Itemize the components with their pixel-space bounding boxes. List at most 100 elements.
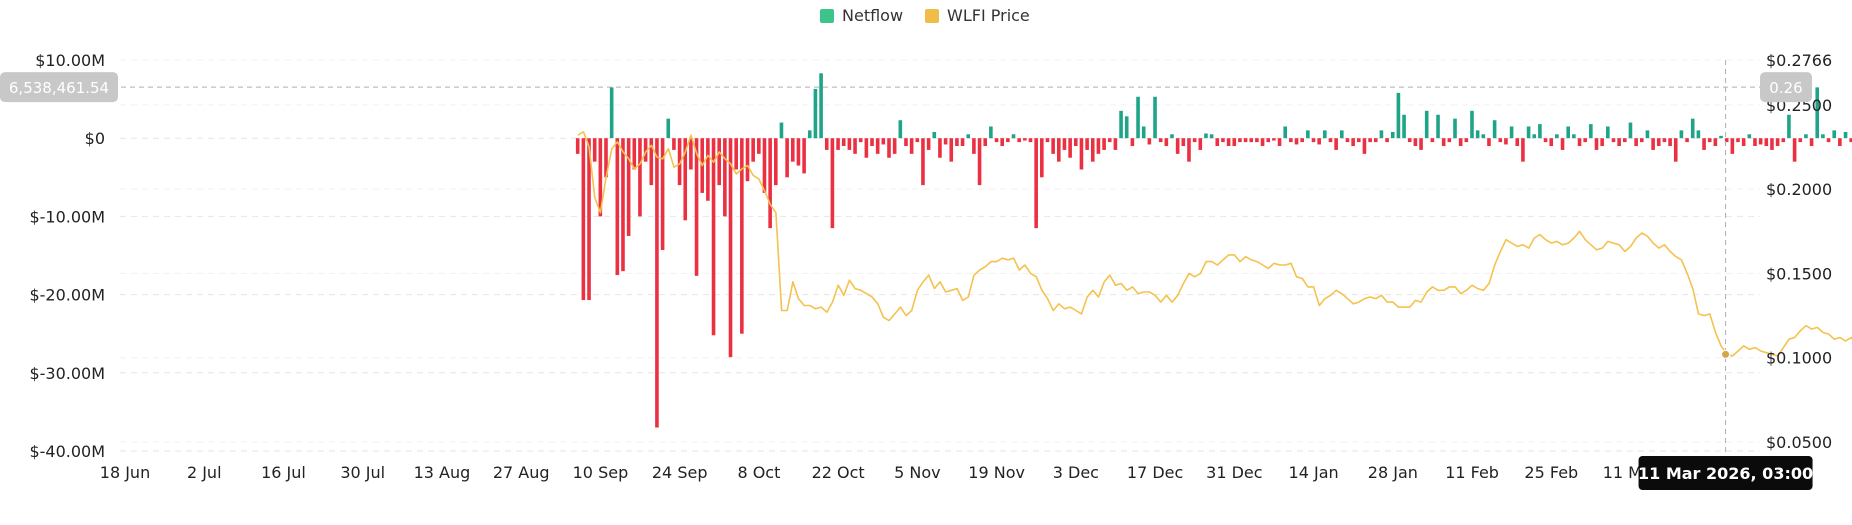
netflow-bar bbox=[1073, 138, 1078, 147]
netflow-bar bbox=[1181, 138, 1186, 147]
netflow-bar bbox=[1136, 96, 1140, 139]
crosshair: 6,538,461.54 0.26 11 Mar 2026, 03:00 bbox=[0, 60, 1813, 490]
netflow-bar bbox=[751, 138, 755, 162]
netflow-bar bbox=[1102, 138, 1106, 150]
netflow-bar bbox=[1040, 138, 1044, 178]
netflow-bar bbox=[1781, 138, 1786, 143]
netflow-bar bbox=[960, 138, 965, 147]
x-tick-label: 11 Feb bbox=[1445, 463, 1499, 482]
y-right-tick-label: $0.2766 bbox=[1766, 51, 1832, 70]
netflow-bar bbox=[604, 138, 608, 178]
y-left-tick-label: $-20.00M bbox=[29, 286, 105, 305]
netflow-bar bbox=[966, 134, 971, 139]
x-tick-label: 30 Jul bbox=[340, 463, 385, 482]
netflow-bar bbox=[1294, 138, 1299, 145]
netflow-bar bbox=[1385, 138, 1389, 143]
netflow-bar bbox=[1679, 130, 1684, 139]
netflow-bar bbox=[1272, 138, 1276, 141]
netflow-bar bbox=[649, 138, 654, 186]
netflow-bar bbox=[1589, 124, 1593, 139]
netflow-bar bbox=[858, 138, 863, 143]
crosshair-point bbox=[1721, 349, 1731, 359]
netflow-bar bbox=[1809, 138, 1814, 147]
y-left-tick-label: $0 bbox=[85, 129, 105, 148]
price-line-layer bbox=[577, 131, 1852, 357]
y-right-tick-label: $0.1500 bbox=[1766, 264, 1832, 283]
netflow-bar bbox=[1187, 138, 1191, 162]
netflow-bar bbox=[581, 138, 586, 301]
netflow-bar bbox=[1034, 138, 1038, 229]
crosshair-right-value: 0.26 bbox=[1769, 79, 1802, 97]
netflow-bar bbox=[1560, 138, 1565, 150]
netflow-bar bbox=[1792, 138, 1797, 162]
netflow-bar bbox=[1226, 138, 1231, 147]
netflow-bar bbox=[1373, 138, 1378, 143]
netflow-bar bbox=[1221, 138, 1225, 143]
netflow-bar bbox=[575, 138, 580, 154]
x-tick-label: 25 Feb bbox=[1524, 463, 1578, 482]
netflow-bar bbox=[1538, 124, 1542, 139]
netflow-bar bbox=[785, 138, 789, 178]
crosshair-left-value: 6,538,461.54 bbox=[9, 79, 109, 97]
axes: $10.00M $0 $-10.00M $-20.00M $-30.00M $-40.00… bbox=[29, 51, 1832, 482]
netflow-bar bbox=[1656, 138, 1661, 147]
x-tick-label: 13 Aug bbox=[414, 463, 471, 482]
netflow-bar bbox=[1198, 138, 1203, 150]
netflow-bar bbox=[598, 138, 603, 217]
netflow-bar bbox=[1645, 130, 1650, 139]
netflow-bar bbox=[1719, 135, 1723, 139]
netflow-bar bbox=[1328, 138, 1333, 143]
netflow-bar bbox=[972, 138, 976, 154]
netflow-bar bbox=[621, 138, 625, 272]
netflow-bar bbox=[1521, 138, 1525, 162]
netflow-bar bbox=[1583, 138, 1587, 143]
netflow-bar bbox=[921, 138, 925, 186]
netflow-bar bbox=[1419, 138, 1423, 150]
netflow-bar bbox=[1702, 138, 1706, 150]
netflow-bars bbox=[575, 73, 1852, 428]
netflow-bar bbox=[1628, 122, 1633, 139]
x-tick-label: 22 Oct bbox=[812, 463, 865, 482]
netflow-bar bbox=[1475, 130, 1480, 139]
netflow-bar bbox=[932, 131, 937, 139]
netflow-bar bbox=[841, 138, 846, 147]
y-left-tick-label: $-40.00M bbox=[29, 442, 105, 461]
netflow-bar bbox=[1639, 138, 1644, 143]
netflow-bar bbox=[813, 88, 818, 139]
netflow-bar bbox=[1215, 138, 1220, 147]
netflow-bar bbox=[1006, 138, 1010, 143]
netflow-bar bbox=[762, 138, 767, 193]
netflow-bar bbox=[892, 138, 897, 154]
netflow-bar bbox=[819, 73, 823, 139]
netflow-bar bbox=[955, 138, 959, 147]
netflow-bar bbox=[717, 138, 721, 186]
netflow-bar bbox=[1379, 130, 1384, 139]
legend-swatch bbox=[820, 9, 834, 23]
netflow-bar bbox=[1141, 126, 1146, 139]
x-tick-label: 3 Dec bbox=[1053, 463, 1099, 482]
netflow-bar bbox=[694, 138, 699, 276]
netflow-bar bbox=[1815, 87, 1820, 139]
netflow-bar bbox=[1481, 134, 1486, 139]
netflow-bar bbox=[1770, 138, 1774, 150]
netflow-bar bbox=[587, 138, 591, 301]
netflow-bar bbox=[915, 138, 920, 143]
netflow-bar bbox=[1277, 138, 1282, 147]
netflow-bar bbox=[626, 138, 631, 236]
netflow-bar bbox=[632, 138, 637, 170]
netflow-bar bbox=[1611, 138, 1616, 143]
netflow-bar bbox=[904, 138, 908, 147]
netflow-bar bbox=[989, 126, 993, 139]
netflow-bar bbox=[660, 138, 665, 251]
netflow-bar bbox=[1164, 138, 1169, 147]
netflow-bar bbox=[938, 138, 942, 158]
x-tick-label: 2 Jul bbox=[187, 463, 222, 482]
netflow-bar bbox=[898, 120, 903, 139]
y-left-tick-label: $-10.00M bbox=[29, 207, 105, 226]
netflow-bar bbox=[1345, 138, 1350, 143]
netflow-bar bbox=[1266, 138, 1271, 143]
netflow-bar bbox=[949, 138, 954, 162]
netflow-bar bbox=[1175, 138, 1180, 154]
